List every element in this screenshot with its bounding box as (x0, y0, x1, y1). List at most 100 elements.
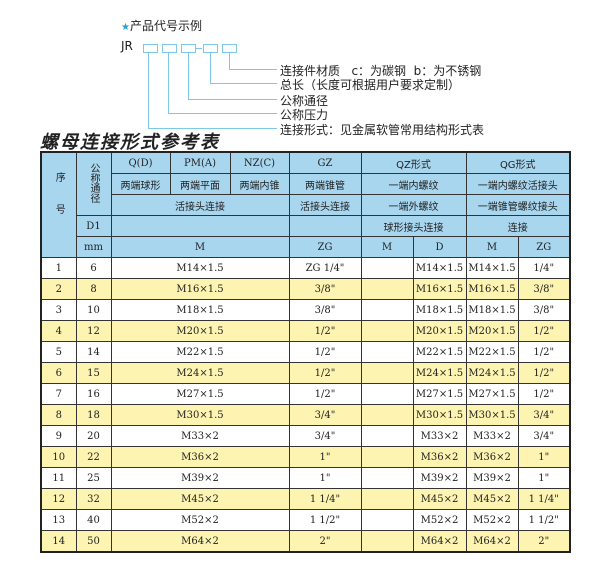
code-example-title: ★产品代号示例 (121, 17, 202, 34)
cell-qg-zg: 3/4" (517, 425, 571, 447)
table-row: 12 32 M45×2 1 1/4" M45×2 M45×2 1 1/4" (40, 488, 571, 510)
table-row: 3 10 M18×1.5 3/8" M18×1.5 M18×1.5 3/8" (40, 299, 571, 321)
cell-zg: ZG 1/4" (288, 257, 362, 279)
cell-no: 5 (40, 341, 77, 363)
cell-m: M27×1.5 (110, 383, 290, 405)
header-m: M (110, 236, 290, 258)
cell-qz-m (360, 362, 414, 384)
cell-dn: 16 (75, 383, 112, 405)
table-row: 11 25 M39×2 1" M39×2 M39×2 1" (40, 467, 571, 489)
header-pm-desc: 两端平面 (169, 173, 231, 195)
cell-zg: 1" (288, 446, 362, 468)
leader-line (188, 99, 277, 100)
code-example-title-text: 产品代号示例 (129, 19, 202, 33)
cell-dn: 50 (75, 530, 112, 553)
cell-zg: 3/4" (288, 425, 362, 447)
cell-qg-m: M24×1.5 (465, 362, 519, 384)
label-connection: 连接形式：见金属软管常用结构形式表 (280, 123, 485, 137)
cell-qz-d: M52×2 (412, 509, 467, 531)
cell-dn: 32 (75, 488, 112, 510)
table-row: 10 22 M36×2 1" M36×2 M36×2 1" (40, 446, 571, 468)
code-box-material (222, 44, 237, 53)
cell-m: M33×2 (110, 425, 290, 447)
cell-zg: 2" (288, 530, 362, 553)
header-qg-desc3: 连接 (465, 215, 571, 237)
leader-line (168, 53, 169, 113)
cell-dn: 18 (75, 404, 112, 426)
header-qz-m: M (360, 236, 414, 258)
cell-qz-m (360, 404, 414, 426)
cell-m: M14×1.5 (110, 257, 290, 279)
cell-qz-d: M33×2 (412, 425, 467, 447)
cell-no: 1 (40, 257, 77, 279)
cell-dn: 8 (75, 278, 112, 300)
table-row: 2 8 M16×1.5 3/8" M16×1.5 M16×1.5 3/8" (40, 278, 571, 300)
header-nz-desc: 两端内锥 (229, 173, 290, 195)
cell-dn: 20 (75, 425, 112, 447)
table-body: 1 6 M14×1.5 ZG 1/4" M14×1.5 M14×1.5 1/4" 2 8 M16×… (40, 257, 571, 553)
cell-no: 10 (40, 446, 77, 468)
header-qg: QG形式 (465, 151, 571, 174)
cell-m: M39×2 (110, 467, 290, 489)
cell-qg-m: M30×1.5 (465, 404, 519, 426)
header-empty (110, 215, 290, 237)
cell-qz-m (360, 320, 414, 342)
code-prefix: JR (121, 39, 133, 53)
cell-dn: 40 (75, 509, 112, 531)
cell-m: M20×1.5 (110, 320, 290, 342)
header-union-conn: 活接头连接 (110, 194, 290, 216)
cell-qz-d: M20×1.5 (412, 320, 467, 342)
header-qz-desc3: 球形接头连接 (360, 215, 467, 237)
cell-dn: 6 (75, 257, 112, 279)
code-box-length (203, 44, 218, 53)
cell-zg: 1 1/4" (288, 488, 362, 510)
table-title: 螺母连接形式参考表 (40, 132, 220, 153)
cell-qz-d: M45×2 (412, 488, 467, 510)
leader-line (188, 53, 189, 99)
cell-dn: 22 (75, 446, 112, 468)
header-qz-desc1: 一端内螺纹 (360, 173, 467, 195)
leader-line (148, 128, 277, 129)
cell-m: M64×2 (110, 530, 290, 553)
label-pressure: 公称压力 (280, 108, 329, 122)
cell-qg-zg: 1" (517, 446, 571, 468)
cell-zg: 3/4" (288, 404, 362, 426)
header-qg-desc1: 一端内螺纹活接头 (465, 173, 571, 195)
cell-qz-d: M30×1.5 (412, 404, 467, 426)
header-zg: ZG (288, 236, 362, 258)
cell-qz-d: M36×2 (412, 446, 467, 468)
header-seq-text: 序号 (53, 171, 65, 236)
cell-qz-m (360, 383, 414, 405)
cell-qg-zg: 3/8" (517, 278, 571, 300)
cell-qz-d: M27×1.5 (412, 383, 467, 405)
header-nominal: 公称通径 (75, 151, 112, 216)
header-q: Q(D) (110, 151, 171, 174)
cell-qz-m (360, 299, 414, 321)
cell-dn: 25 (75, 467, 112, 489)
table-row: 6 15 M24×1.5 1/2" M24×1.5 M24×1.5 1/2" (40, 362, 571, 384)
cell-qz-d: M64×2 (412, 530, 467, 553)
cell-qg-m: M64×2 (465, 530, 519, 553)
header-qz-d: D (412, 236, 467, 258)
cell-qg-zg: 1 1/2" (517, 509, 571, 531)
cell-qg-m: M52×2 (465, 509, 519, 531)
cell-qg-zg: 3/4" (517, 404, 571, 426)
header-empty (288, 215, 362, 237)
cell-no: 14 (40, 530, 77, 553)
header-mm: mm (75, 236, 112, 258)
cell-qz-m (360, 257, 414, 279)
cell-dn: 10 (75, 299, 112, 321)
leader-line (148, 53, 149, 128)
cell-qg-zg: 1 1/4" (517, 488, 571, 510)
cell-qz-d: M22×1.5 (412, 341, 467, 363)
cell-zg: 1/2" (288, 362, 362, 384)
cell-qg-m: M39×2 (465, 467, 519, 489)
cell-qg-zg: 1/2" (517, 362, 571, 384)
cell-qg-m: M45×2 (465, 488, 519, 510)
cell-m: M24×1.5 (110, 362, 290, 384)
cell-qg-m: M22×1.5 (465, 341, 519, 363)
cell-m: M16×1.5 (110, 278, 290, 300)
cell-qg-m: M16×1.5 (465, 278, 519, 300)
header-seq: 序号 (40, 151, 77, 258)
